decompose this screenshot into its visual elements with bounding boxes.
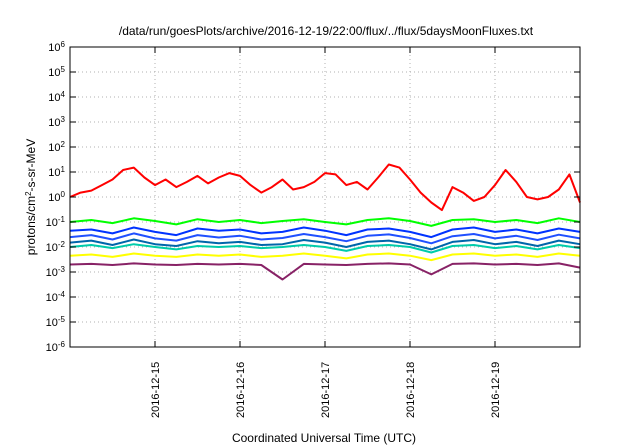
x-tick-label: 2016-12-15: [150, 362, 162, 418]
y-label-part-1: protons/cm: [24, 196, 38, 255]
series-line-4: [69, 232, 581, 245]
y-label-superscript: 2: [24, 191, 33, 196]
series-line-5: [69, 238, 581, 251]
x-tick-label: 2016-12-16: [235, 362, 247, 418]
y-tick-label: 104: [48, 90, 65, 105]
series-line-1: [69, 163, 581, 212]
series-line-7: [69, 252, 581, 262]
y-tick-label: 10-6: [46, 340, 66, 355]
y-tick-label: 103: [48, 115, 65, 130]
x-axis-label: Coordinated Universal Time (UTC): [232, 431, 416, 445]
y-tick-label: 101: [48, 165, 65, 180]
x-axis: 2016-12-15 2016-12-16 2016-12-17 2016-12-18…: [150, 47, 502, 418]
y-axis: 10-6 10-5 10-4 10-3 10-2 10-1 100 101 102 103 104 1…: [46, 40, 580, 355]
y-tick-label: 100: [48, 190, 65, 205]
series-line-3: [69, 226, 581, 239]
y-tick-label: 106: [48, 40, 65, 55]
y-tick-label: 10-4: [46, 290, 66, 305]
y-tick-label: 10-3: [46, 265, 66, 280]
x-tick-label: 2016-12-19: [490, 362, 502, 418]
y-tick-label: 105: [48, 65, 65, 80]
y-tick-label: 10-2: [46, 240, 66, 255]
y-tick-label: 10-1: [46, 215, 66, 230]
x-tick-label: 2016-12-18: [405, 362, 417, 418]
series-line-8: [69, 262, 581, 281]
x-tick-label: 2016-12-17: [320, 362, 332, 418]
y-axis-label: protons/cm2-s-sr-MeV: [24, 139, 39, 255]
y-tick-label: 10-5: [46, 315, 66, 330]
chart-title: /data/run/goesPlots/archive/2016-12-19/2…: [119, 24, 534, 38]
series-line-6: [69, 243, 581, 254]
series-layer: [69, 163, 581, 281]
series-line-2: [69, 217, 581, 227]
y-tick-label: 102: [48, 140, 65, 155]
y-label-part-2: -s-sr-MeV: [24, 139, 38, 192]
grid-lines: [70, 47, 580, 347]
